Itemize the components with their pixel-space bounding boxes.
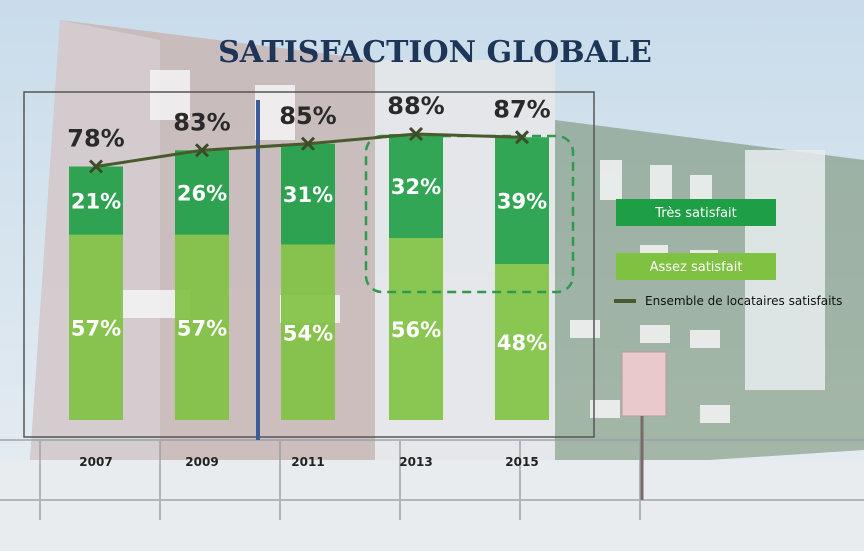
chart-title: SATISFACTION GLOBALE <box>218 35 652 70</box>
bar-group <box>69 134 549 420</box>
bar-assez-2015 <box>495 264 549 420</box>
tick-label-2007: 2007 <box>79 455 112 469</box>
bar-tres-2011 <box>281 143 335 245</box>
marker-2015 <box>514 130 530 145</box>
bar-assez-2007 <box>69 234 123 420</box>
bar-assez-2009 <box>175 234 229 420</box>
label-total-2011: 85% <box>279 102 336 130</box>
bar-tres-2009 <box>175 150 229 235</box>
label-assez-2009: 57% <box>177 316 227 340</box>
legend-label-total: Ensemble de locataires satisfaits <box>645 294 842 308</box>
bar-tres-2013 <box>389 134 443 238</box>
plot-frame <box>23 91 595 438</box>
label-tres-2013: 32% <box>391 175 441 199</box>
bar-tres-2015 <box>495 137 549 264</box>
bar-tres-2007 <box>69 166 123 235</box>
label-tres-2015: 39% <box>497 190 547 214</box>
tick-label-2013: 2013 <box>399 455 432 469</box>
label-total-2015: 87% <box>493 95 550 123</box>
label-total-2007: 78% <box>67 125 124 153</box>
highlight-box <box>364 134 575 294</box>
tick-label-2011: 2011 <box>291 455 324 469</box>
legend-label-tres: Très satisfait <box>654 206 736 221</box>
legend-swatch-tres <box>616 199 776 226</box>
marker-2009 <box>194 143 210 158</box>
marker-2013 <box>408 126 424 142</box>
label-tres-2009: 26% <box>177 182 227 206</box>
label-tres-2011: 31% <box>283 183 333 207</box>
legend-label-assez: Assez satisfait <box>650 260 743 275</box>
marker-2011 <box>300 136 316 151</box>
label-assez-2015: 48% <box>497 331 547 355</box>
label-total-2009: 83% <box>173 108 230 136</box>
bar-assez-2011 <box>281 244 335 420</box>
tick-label-2009: 2009 <box>185 455 218 469</box>
legend-item-tres: Très satisfait <box>616 199 776 226</box>
legend-item-assez: Assez satisfait <box>616 253 776 280</box>
label-total-2013: 88% <box>387 92 444 120</box>
line-group <box>88 126 530 174</box>
tick-label-2015: 2015 <box>505 455 538 469</box>
label-assez-2011: 54% <box>283 321 333 345</box>
label-group: 57% 21% 2007 78% 57% 26% 2009 83% 54% 31% 2011 85% 5… <box>67 92 550 469</box>
label-tres-2007: 21% <box>71 190 121 214</box>
legend-item-total: Ensemble de locataires satisfaits <box>614 294 842 308</box>
marker-2007 <box>88 159 104 174</box>
bar-assez-2013 <box>389 238 443 420</box>
label-assez-2013: 56% <box>391 318 441 342</box>
legend-swatch-assez <box>616 253 776 280</box>
label-assez-2007: 57% <box>71 316 121 340</box>
legend: Très satisfait Assez satisfait Ensemble de… <box>614 199 842 308</box>
